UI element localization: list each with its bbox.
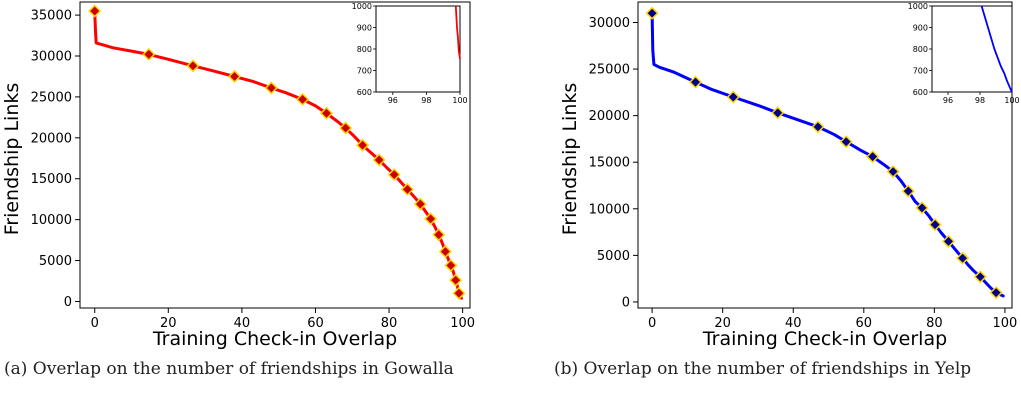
data-point-marker: [973, 270, 987, 284]
data-point-marker: [928, 218, 942, 232]
data-point-marker: [866, 150, 880, 164]
inset-y-tick-label: 600: [357, 88, 372, 97]
inset-y-tick-label: 800: [913, 45, 928, 54]
data-point-marker: [915, 201, 929, 215]
y-tick-label: 10000: [589, 202, 630, 217]
x-tick-label: 0: [91, 316, 99, 331]
inset-x-tick-label: 98: [421, 96, 431, 105]
y-tick-label: 0: [622, 295, 630, 310]
data-point-marker: [413, 197, 427, 211]
inset-frame: [375, 5, 461, 93]
x-tick-label: 100: [450, 316, 475, 331]
data-point-marker: [956, 251, 970, 265]
inset-x-tick-label: 100: [452, 96, 467, 105]
data-point-marker: [771, 106, 785, 120]
data-point-marker: [227, 69, 242, 84]
inset-y-tick-label: 800: [357, 45, 372, 54]
inset-yelp: 96 98 100 600 700 800 900 1000: [908, 2, 1020, 105]
inset-x-tick-label: 100: [1004, 96, 1019, 105]
y-tick-label: 25000: [589, 63, 630, 78]
data-point-marker: [688, 75, 703, 89]
data-point-marker: [839, 135, 853, 149]
y-tick-label: 30000: [31, 50, 72, 65]
inset-x-tick-label: 96: [943, 96, 953, 105]
x-tick-label: 80: [926, 316, 943, 331]
inset-y-tick-label: 900: [357, 24, 372, 33]
data-point-marker: [319, 106, 334, 120]
x-tick-label: 40: [234, 316, 251, 331]
data-point-marker: [424, 212, 438, 226]
data-point-marker: [449, 273, 463, 287]
data-point-marker: [400, 182, 415, 196]
y-axis-label: Friendship Links: [559, 83, 581, 236]
y-tick-label: 30000: [589, 16, 630, 31]
y-tick-label: 15000: [589, 156, 630, 171]
data-point-marker: [438, 244, 452, 259]
inset-y-tick-label: 1000: [352, 2, 372, 11]
y-axis-label: Friendship Links: [1, 83, 23, 236]
x-tick-label: 40: [785, 316, 802, 331]
inset-frame: [931, 5, 1013, 93]
caption-gowalla: (a) Overlap on the number of friendships…: [4, 359, 454, 379]
series-line: [650, 11, 1005, 298]
x-tick-label: 20: [714, 316, 731, 331]
data-point-marker: [811, 120, 825, 134]
x-axis-label: Training Check-in Overlap: [702, 328, 947, 350]
data-point-marker: [901, 184, 915, 198]
plot-frame: [79, 1, 471, 309]
inset-y-tick-label: 1000: [908, 2, 928, 11]
plot-frame: [637, 1, 1013, 309]
data-point-marker: [886, 164, 900, 179]
inset-y-tick-label: 900: [913, 24, 928, 33]
data-point-marker: [432, 228, 446, 242]
inset-y-tick-label: 700: [913, 67, 928, 76]
y-tick-label: 25000: [31, 90, 72, 105]
x-axis-label: Training Check-in Overlap: [152, 328, 397, 350]
y-tick-label: 5000: [597, 249, 630, 264]
y-tick-label: 5000: [39, 254, 72, 269]
y-tick-label: 15000: [31, 172, 72, 187]
data-point-marker: [645, 6, 659, 20]
data-point-marker: [444, 258, 458, 273]
data-point-marker: [186, 59, 200, 73]
inset-y-tick-label: 600: [913, 88, 928, 97]
inset-y-tick-label: 700: [357, 67, 372, 76]
data-point-marker: [372, 153, 386, 167]
data-point-marker: [339, 121, 353, 135]
chart-yelp: 0 20 40 60 80 1000500010000150002000025000300…: [559, 1, 1020, 350]
inset-series-line: [454, 5, 461, 59]
inset-series-line: [980, 5, 1013, 93]
x-tick-label: 60: [856, 316, 873, 331]
inset-gowalla: 96 98 100 600 700 800 900 1000: [352, 2, 468, 105]
inset-x-tick-label: 98: [975, 96, 985, 105]
y-tick-label: 20000: [31, 131, 72, 146]
data-point-marker: [88, 4, 102, 18]
y-tick-label: 10000: [31, 213, 72, 228]
y-tick-label: 0: [64, 295, 72, 310]
y-tick-label: 20000: [589, 109, 630, 124]
chart-gowalla: 0 20 40 60 80 1000500010000150002000025000300…: [1, 1, 475, 350]
data-point-marker: [941, 234, 956, 248]
x-tick-label: 60: [307, 316, 324, 331]
data-point-marker: [356, 138, 370, 152]
data-point-marker: [142, 47, 156, 61]
data-point-marker: [726, 90, 740, 104]
data-point-marker: [296, 92, 310, 106]
inset-x-tick-label: 96: [388, 96, 398, 105]
y-tick-label: 35000: [31, 9, 72, 24]
x-tick-label: 20: [160, 316, 177, 331]
data-point-marker: [989, 286, 1003, 300]
x-tick-label: 80: [381, 316, 398, 331]
x-tick-label: 0: [648, 316, 656, 331]
data-point-marker: [452, 286, 466, 300]
data-point-marker: [264, 81, 278, 95]
caption-yelp: (b) Overlap on the number of friendships…: [554, 359, 972, 379]
x-tick-label: 100: [993, 316, 1018, 331]
data-point-marker: [387, 168, 401, 182]
